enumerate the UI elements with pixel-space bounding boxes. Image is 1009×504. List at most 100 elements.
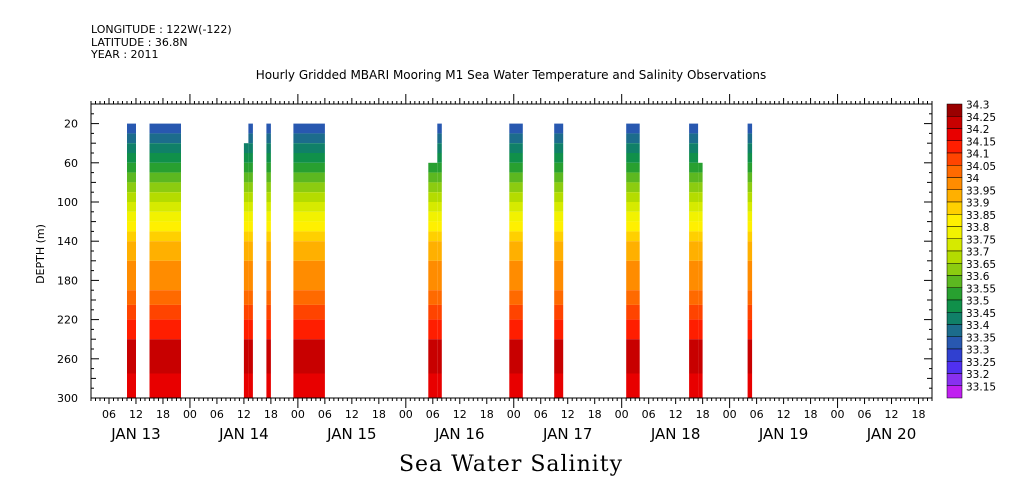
colorbar-label: 34 (966, 173, 980, 185)
salinity-cell (747, 153, 753, 163)
x-day-label: JAN 13 (110, 425, 161, 443)
colorbar-swatch (946, 238, 963, 252)
salinity-cell (127, 182, 136, 193)
salinity-cell (149, 319, 181, 340)
salinity-cell (243, 241, 249, 261)
salinity-cell (293, 172, 325, 183)
salinity-cell (149, 133, 181, 144)
latitude-label: LATITUDE : 36.8N (91, 35, 188, 49)
salinity-cell (689, 221, 699, 232)
salinity-cell (243, 304, 249, 320)
salinity-cell (149, 162, 181, 173)
x-hour-label: 00 (615, 408, 629, 421)
salinity-cell (266, 231, 271, 242)
salinity-cell (626, 373, 640, 398)
salinity-cell (747, 304, 753, 320)
x-hour-label: 12 (777, 408, 791, 421)
salinity-cell (554, 143, 564, 153)
salinity-cell (626, 304, 640, 320)
salinity-cell (149, 241, 181, 261)
x-hour-label: 06 (426, 408, 440, 421)
colorbar-swatch (946, 373, 963, 386)
x-hour-label: 12 (669, 408, 683, 421)
x-hour-label: 00 (723, 408, 737, 421)
salinity-cell (243, 319, 249, 340)
salinity-cell (509, 162, 523, 173)
salinity-cell (293, 182, 325, 193)
y-tick-label: 140 (57, 235, 78, 248)
colorbar-label: 33.35 (966, 332, 996, 344)
salinity-cell (127, 373, 136, 398)
colorbar-label: 33.3 (966, 345, 989, 357)
data-block (149, 123, 181, 398)
x-hour-label: 00 (291, 408, 305, 421)
salinity-cell (266, 202, 271, 212)
salinity-cell (243, 162, 249, 173)
salinity-cell (428, 221, 438, 232)
salinity-cell (689, 241, 699, 261)
salinity-cell (127, 231, 136, 242)
salinity-cell (509, 182, 523, 193)
salinity-cell (127, 241, 136, 261)
salinity-cell (248, 304, 253, 320)
y-tick-label: 260 (57, 353, 78, 366)
salinity-cell (698, 260, 703, 291)
x-hour-label: 12 (345, 408, 359, 421)
salinity-cell (626, 202, 640, 212)
salinity-cell (698, 221, 703, 232)
salinity-cell (437, 290, 442, 305)
colorbar-swatch (946, 324, 963, 337)
salinity-cell (554, 373, 564, 398)
salinity-cell (428, 202, 438, 212)
y-tick-label: 20 (64, 118, 78, 131)
x-hour-label: 18 (480, 408, 494, 421)
chart-title: Hourly Gridded MBARI Mooring M1 Sea Wate… (255, 68, 767, 82)
x-hour-label: 06 (750, 408, 764, 421)
salinity-cell (293, 231, 325, 242)
x-day-label: JAN 14 (218, 425, 269, 443)
salinity-cell (149, 153, 181, 163)
salinity-cell (243, 260, 249, 291)
x-day-label: JAN 20 (866, 425, 917, 443)
salinity-cell (248, 143, 253, 153)
salinity-cell (266, 123, 271, 134)
colorbar-swatch (946, 263, 963, 276)
salinity-cell (266, 304, 271, 320)
salinity-cell (149, 260, 181, 291)
salinity-cell (698, 182, 703, 193)
salinity-cell (509, 211, 523, 222)
salinity-cell (437, 241, 442, 261)
salinity-cell (698, 319, 703, 340)
salinity-cell (293, 339, 325, 374)
salinity-cell (266, 143, 271, 153)
chart-subtitle: Sea Water Salinity (398, 452, 624, 477)
salinity-cell (509, 221, 523, 232)
salinity-cell (149, 143, 181, 153)
colorbar-label: 33.7 (966, 247, 989, 259)
salinity-cell (689, 123, 699, 134)
salinity-cell (437, 192, 442, 202)
salinity-cell (554, 172, 564, 183)
salinity-cell (248, 319, 253, 340)
salinity-cell (437, 162, 442, 173)
colorbar-label: 34.05 (966, 161, 996, 173)
salinity-cell (127, 133, 136, 144)
y-axis-label: DEPTH (m) (34, 224, 47, 284)
colorbar-swatch (946, 214, 963, 227)
colorbar-swatch (946, 275, 963, 288)
salinity-cell (626, 172, 640, 183)
salinity-cell (428, 182, 438, 193)
y-tick-label: 60 (64, 157, 78, 170)
colorbar-swatch (946, 250, 963, 264)
salinity-cell (428, 373, 438, 398)
x-hour-label: 12 (453, 408, 467, 421)
salinity-cell (248, 373, 253, 398)
salinity-cell (243, 231, 249, 242)
colorbar-swatch (946, 116, 963, 129)
salinity-cell (149, 221, 181, 232)
axes: DEPTH (m) 20 60 100 140 180 220 260 300 06 12 18 00 0… (34, 94, 933, 443)
salinity-cell (554, 162, 564, 173)
salinity-cell (149, 202, 181, 212)
salinity-cell (554, 241, 564, 261)
x-hour-label: 06 (642, 408, 656, 421)
